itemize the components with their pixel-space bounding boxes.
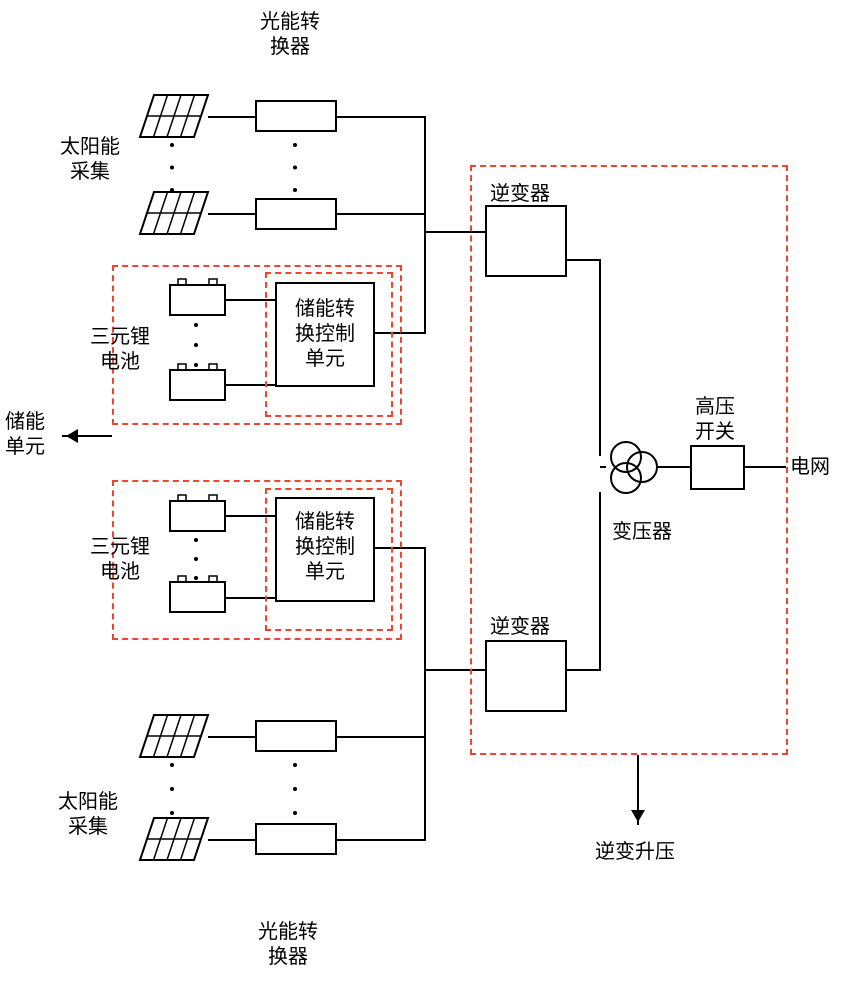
label-transformer: 变压器 bbox=[612, 520, 672, 545]
label-inverter_bot: 逆变器 bbox=[490, 615, 550, 640]
label-inverter_top: 逆变器 bbox=[490, 182, 550, 207]
label-ternary_li_1: 三元锂 电池 bbox=[90, 325, 150, 375]
solar-panel-icon-1 bbox=[140, 192, 208, 234]
vdots-1 bbox=[293, 143, 297, 192]
label-grid: 电网 bbox=[790, 455, 830, 480]
label-light_converter_top: 光能转 换器 bbox=[260, 10, 320, 60]
light-converter-box-1 bbox=[255, 198, 337, 230]
label-storage_unit: 储能 单元 bbox=[5, 410, 45, 460]
label-inverter_boost: 逆变升压 bbox=[595, 840, 675, 865]
arrow-0 bbox=[66, 429, 78, 443]
wire-4 bbox=[337, 117, 425, 232]
label-solar_collect_top: 太阳能 采集 bbox=[60, 135, 120, 185]
hv-switch-box bbox=[690, 445, 745, 490]
label-ternary_li_2: 三元锂 电池 bbox=[90, 535, 150, 585]
solar-panel-icon-3 bbox=[140, 818, 208, 860]
label-storage_ctrl_1: 储能转 换控制 单元 bbox=[295, 297, 355, 372]
diagram-canvas: 光能转 换器太阳能 采集储能转 换控制 单元三元锂 电池储能 单元三元锂 电池储… bbox=[0, 0, 851, 1000]
solar-panel-icon-2 bbox=[140, 715, 208, 757]
inverter-box-1 bbox=[485, 640, 567, 712]
label-light_converter_bot: 光能转 换器 bbox=[258, 920, 318, 970]
arrow-1 bbox=[631, 810, 645, 822]
label-hv_switch: 高压 开关 bbox=[695, 395, 735, 445]
inverter-box-0 bbox=[485, 205, 567, 277]
solar-panel-icon-0 bbox=[140, 95, 208, 137]
wire-8 bbox=[337, 670, 425, 737]
vdots-3 bbox=[293, 763, 297, 815]
light-converter-box-2 bbox=[255, 720, 337, 752]
light-converter-box-0 bbox=[255, 100, 337, 132]
label-storage_ctrl_2: 储能转 换控制 单元 bbox=[295, 510, 355, 585]
light-converter-box-3 bbox=[255, 823, 337, 855]
wire-9 bbox=[337, 737, 425, 840]
vdots-2 bbox=[170, 763, 174, 815]
vdots-0 bbox=[170, 143, 174, 192]
label-solar_collect_bot: 太阳能 采集 bbox=[58, 790, 118, 840]
